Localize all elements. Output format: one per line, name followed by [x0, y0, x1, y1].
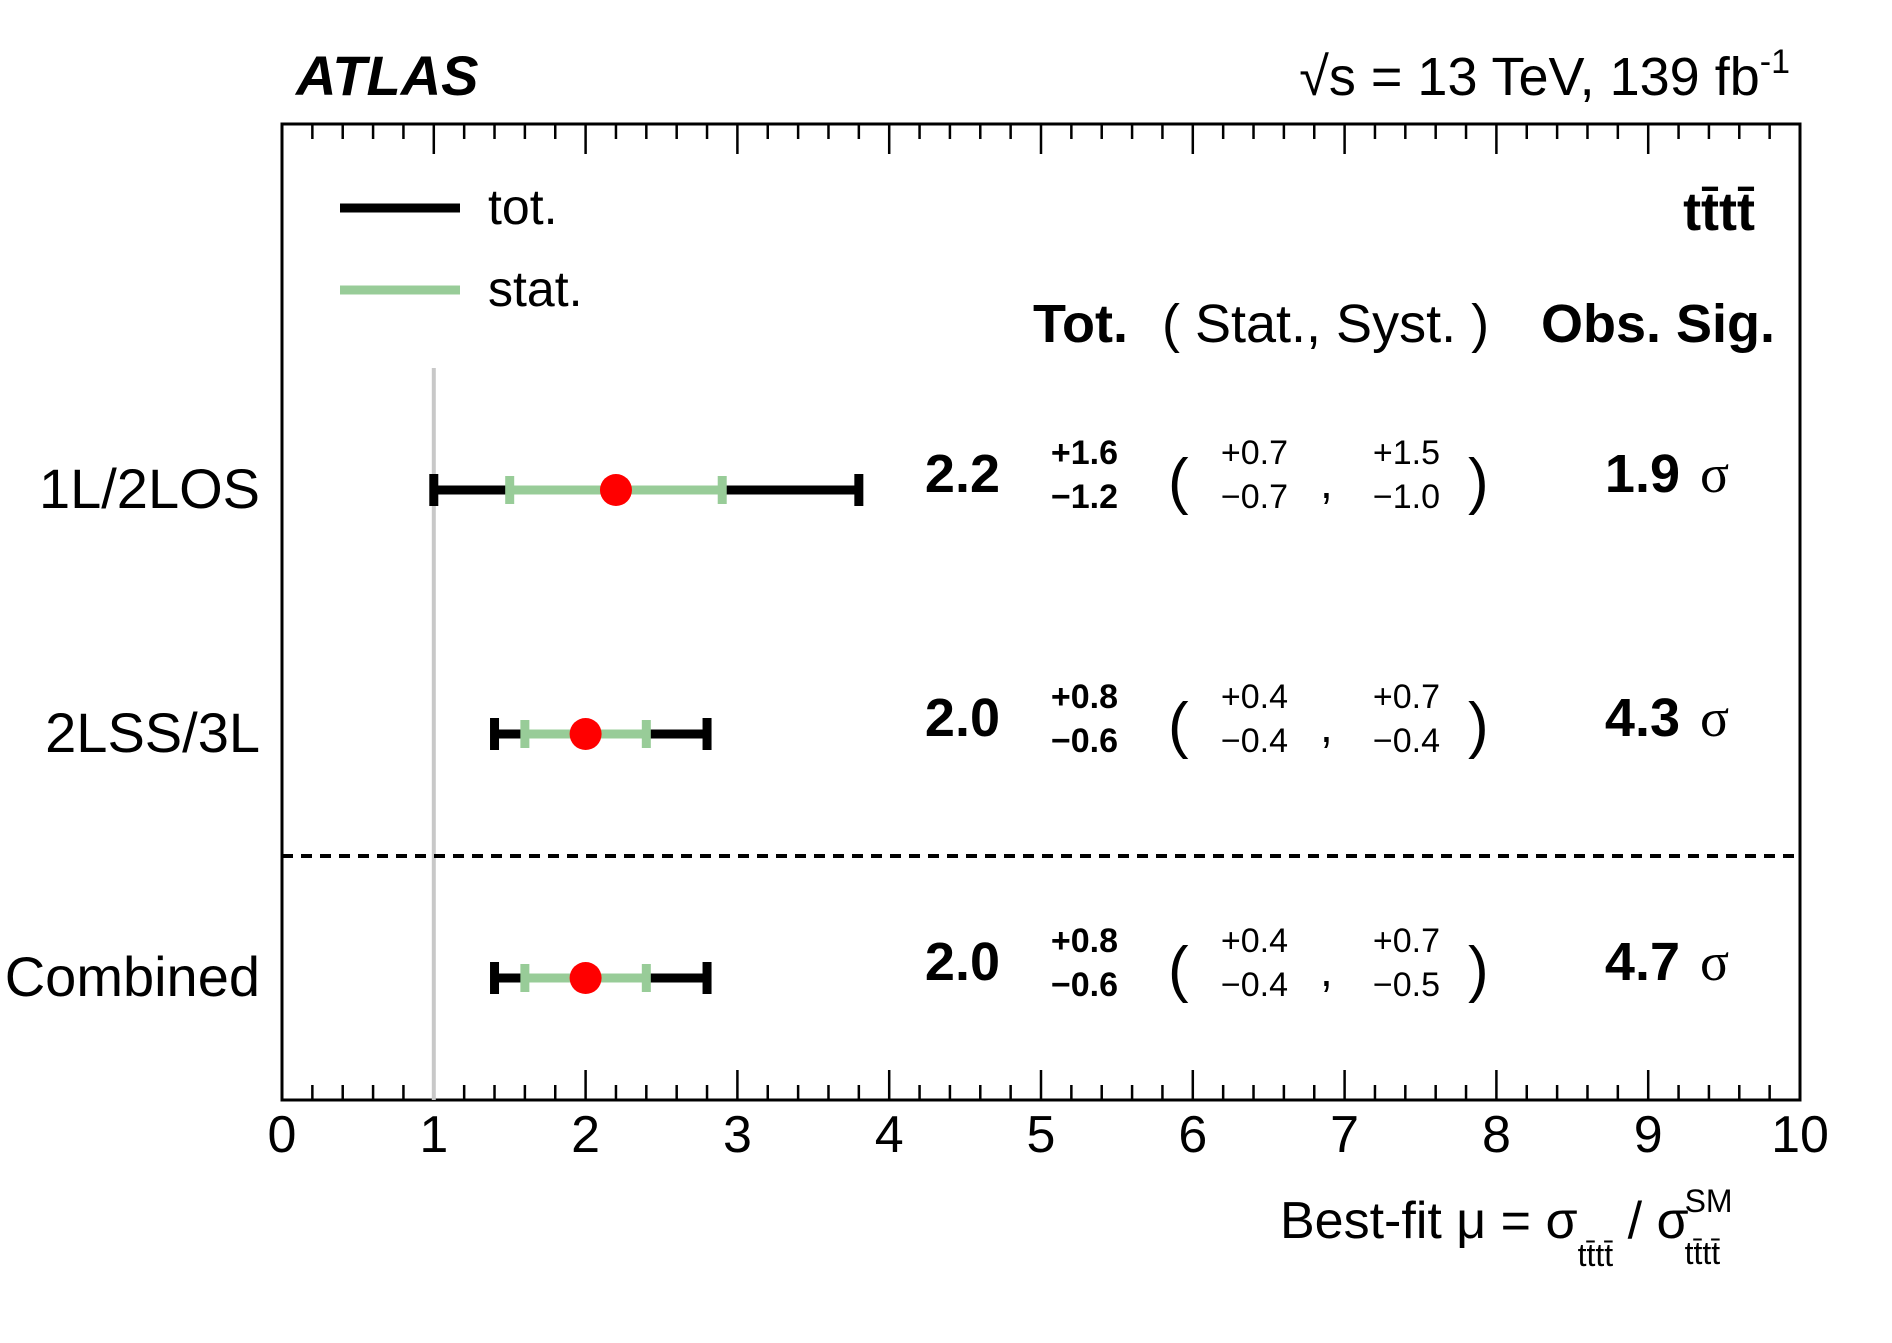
process-label: tt̄tt̄ [1683, 182, 1755, 242]
x-tick-label: 5 [1027, 1106, 1056, 1164]
best-fit-point [569, 962, 602, 994]
syst-up-value: +0.7 [1373, 922, 1440, 960]
paren-close: ) [1468, 447, 1489, 516]
paren-close: ) [1468, 935, 1489, 1004]
result-row: 2LSS/3L 2.0 +0.8 −0.6 ( +0.4 −0.4 , +0.7 −0.4) 4.3… [45, 678, 1729, 764]
stat-dn-value: −0.4 [1221, 722, 1288, 760]
best-fit-point [599, 474, 632, 506]
stat-up-value: +0.4 [1221, 922, 1288, 960]
sigma-symbol: σ [1700, 444, 1729, 504]
stat-dn-value: −0.7 [1221, 478, 1288, 516]
tot-dn-value: −0.6 [1051, 722, 1118, 760]
x-tick-label: 7 [1330, 1106, 1359, 1164]
x-tick-label: 0 [268, 1106, 297, 1164]
header-obs-sig: Obs. Sig. [1541, 294, 1775, 354]
sigma-symbol: σ [1700, 932, 1729, 992]
paren-open: ( [1168, 447, 1189, 516]
axis-ticks [280, 124, 1802, 1100]
mu-value: 2.2 [925, 444, 1000, 504]
comma: , [1320, 700, 1333, 752]
x-tick-label: 1 [419, 1106, 448, 1164]
sigma-symbol: σ [1700, 688, 1729, 748]
syst-dn-value: −0.5 [1373, 966, 1440, 1004]
sig-value: 1.9 [1605, 444, 1680, 504]
sig-value: 4.7 [1605, 932, 1680, 992]
best-fit-point [569, 718, 602, 750]
comma: , [1320, 944, 1333, 996]
paren-close: ) [1468, 691, 1489, 760]
experiment-label: ATLAS [294, 44, 479, 107]
x-tick-label: 10 [1771, 1106, 1829, 1164]
x-tick-label: 8 [1482, 1106, 1511, 1164]
tot-dn-value: −1.2 [1051, 478, 1118, 516]
syst-up-value: +0.7 [1373, 678, 1440, 716]
mu-value: 2.0 [925, 688, 1000, 748]
x-tick-label: 6 [1178, 1106, 1207, 1164]
result-rows: 1L/2LOS 2.2 +1.6 −1.2 ( +0.7 −0.7 , +1.5 −1.0) 1.9… [5, 434, 1729, 1008]
row-label: 2LSS/3L [45, 701, 260, 764]
comma: , [1320, 456, 1333, 508]
result-row: 1L/2LOS 2.2 +1.6 −1.2 ( +0.7 −0.7 , +1.5 −1.0) 1.9… [39, 434, 1729, 520]
header-tot: Tot. [1033, 294, 1128, 354]
paren-open: ( [1168, 935, 1189, 1004]
tot-up-value: +0.8 [1051, 922, 1118, 960]
x-tick-label: 4 [875, 1106, 904, 1164]
result-row: Combined 2.0 +0.8 −0.6 ( +0.4 −0.4 , +0.7 −0.5) 4.… [5, 922, 1729, 1008]
legend-total-label: tot. [488, 179, 557, 235]
x-tick-label: 3 [723, 1106, 752, 1164]
header-stat-syst: ( Stat., Syst. ) [1162, 294, 1489, 354]
row-label: Combined [5, 945, 260, 1008]
paren-open: ( [1168, 691, 1189, 760]
energy-label: √s = 13 TeV, 139 fb-1 [1299, 43, 1790, 107]
stat-dn-value: −0.4 [1221, 966, 1288, 1004]
row-label: 1L/2LOS [39, 457, 260, 520]
x-axis-label: Best-fit μ = σtt̄tt̄ / σSM tt̄tt̄ [1280, 1183, 1733, 1273]
mu-value: 2.0 [925, 932, 1000, 992]
tot-up-value: +1.6 [1051, 434, 1118, 472]
syst-dn-value: −1.0 [1373, 478, 1440, 516]
syst-dn-value: −0.4 [1373, 722, 1440, 760]
sig-value: 4.3 [1605, 688, 1680, 748]
stat-up-value: +0.7 [1221, 434, 1288, 472]
stat-up-value: +0.4 [1221, 678, 1288, 716]
legend-stat-label: stat. [488, 261, 582, 317]
x-tick-labels: 0 1 2 3 4 5 6 7 8 9 10 [268, 1106, 1829, 1164]
syst-up-value: +1.5 [1373, 434, 1440, 472]
tot-up-value: +0.8 [1051, 678, 1118, 716]
x-tick-label: 9 [1634, 1106, 1663, 1164]
x-tick-label: 2 [571, 1106, 600, 1164]
tot-dn-value: −0.6 [1051, 966, 1118, 1004]
